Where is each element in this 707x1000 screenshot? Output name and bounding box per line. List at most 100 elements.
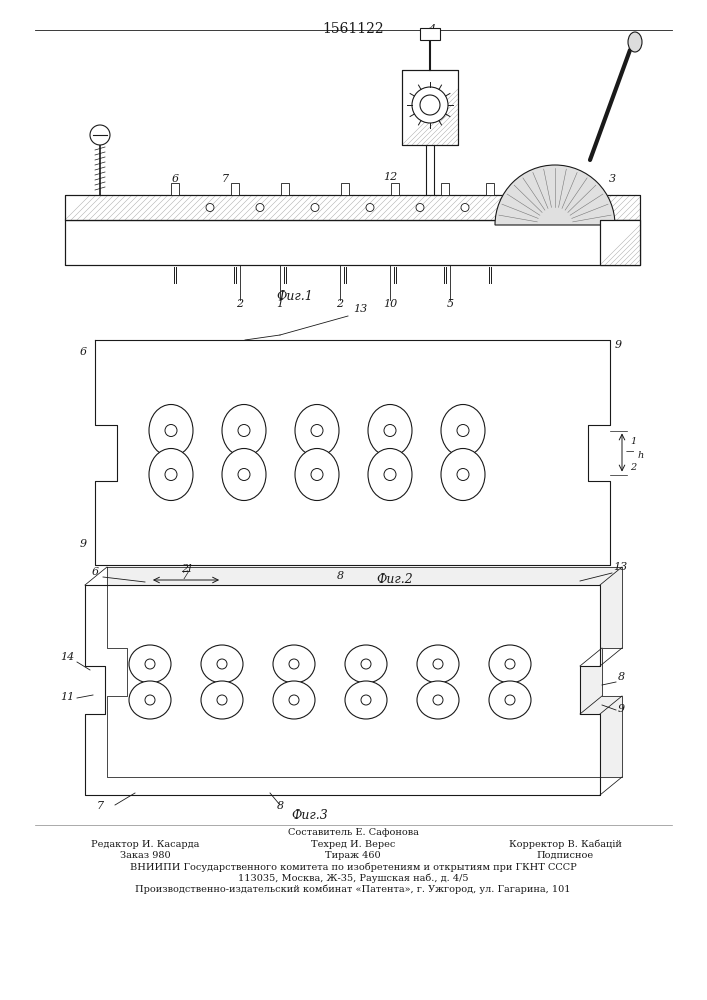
Text: 2: 2 bbox=[236, 299, 244, 309]
Ellipse shape bbox=[273, 645, 315, 683]
Text: 7: 7 bbox=[182, 571, 189, 581]
Text: 13: 13 bbox=[613, 562, 627, 572]
Circle shape bbox=[145, 659, 155, 669]
Ellipse shape bbox=[441, 448, 485, 500]
Text: Фиг.2: Фиг.2 bbox=[377, 573, 414, 586]
Bar bbox=[341, 183, 349, 195]
Text: 6: 6 bbox=[79, 347, 86, 357]
Text: 13: 13 bbox=[353, 304, 367, 314]
Bar bbox=[441, 183, 449, 195]
Circle shape bbox=[206, 204, 214, 212]
Bar bbox=[65, 195, 640, 220]
Ellipse shape bbox=[345, 681, 387, 719]
Ellipse shape bbox=[441, 404, 485, 456]
Text: 3: 3 bbox=[609, 174, 616, 184]
Ellipse shape bbox=[149, 404, 193, 456]
Text: 6: 6 bbox=[91, 567, 98, 577]
Ellipse shape bbox=[628, 32, 642, 52]
Bar bbox=[486, 183, 494, 195]
Text: 8: 8 bbox=[618, 672, 625, 682]
Circle shape bbox=[457, 468, 469, 481]
Circle shape bbox=[420, 95, 440, 115]
Circle shape bbox=[311, 204, 319, 212]
Text: Заказ 980: Заказ 980 bbox=[119, 851, 170, 860]
Text: Корректор В. Кабацій: Корректор В. Кабацій bbox=[508, 840, 621, 849]
Circle shape bbox=[361, 695, 371, 705]
Bar bbox=[65, 220, 640, 265]
Circle shape bbox=[311, 424, 323, 436]
Ellipse shape bbox=[295, 404, 339, 456]
Ellipse shape bbox=[222, 448, 266, 500]
Text: 1: 1 bbox=[276, 299, 284, 309]
Text: h: h bbox=[638, 450, 644, 460]
Text: 4: 4 bbox=[428, 24, 436, 34]
Text: 7: 7 bbox=[96, 801, 103, 811]
Text: 1: 1 bbox=[630, 438, 636, 446]
Text: 113035, Москва, Ж-35, Раушская наб., д. 4/5: 113035, Москва, Ж-35, Раушская наб., д. … bbox=[238, 874, 468, 883]
Text: 8: 8 bbox=[276, 801, 284, 811]
Text: 6: 6 bbox=[171, 174, 179, 184]
Ellipse shape bbox=[368, 448, 412, 500]
Text: Фиг.3: Фиг.3 bbox=[291, 809, 328, 822]
Text: 2: 2 bbox=[337, 299, 344, 309]
Text: Редактор И. Касарда: Редактор И. Касарда bbox=[90, 840, 199, 849]
Circle shape bbox=[311, 468, 323, 481]
Bar bbox=[600, 220, 640, 265]
Text: 12: 12 bbox=[383, 172, 397, 182]
Circle shape bbox=[217, 659, 227, 669]
Polygon shape bbox=[95, 340, 610, 565]
Text: ВНИИПИ Государственного комитета по изобретениям и открытиям при ГКНТ СССР: ВНИИПИ Государственного комитета по изоб… bbox=[129, 862, 576, 872]
Bar bbox=[171, 183, 179, 195]
Circle shape bbox=[165, 424, 177, 436]
Circle shape bbox=[505, 695, 515, 705]
Circle shape bbox=[238, 424, 250, 436]
Text: 9: 9 bbox=[615, 340, 622, 350]
Circle shape bbox=[433, 695, 443, 705]
Circle shape bbox=[384, 424, 396, 436]
Ellipse shape bbox=[368, 404, 412, 456]
Ellipse shape bbox=[273, 681, 315, 719]
Text: 11: 11 bbox=[60, 692, 74, 702]
Text: Производственно-издательский комбинат «Патента», г. Ужгород, ул. Гагарина, 101: Производственно-издательский комбинат «П… bbox=[135, 884, 571, 894]
Bar bbox=[402, 70, 458, 145]
Circle shape bbox=[289, 659, 299, 669]
Circle shape bbox=[165, 468, 177, 481]
Bar bbox=[600, 220, 640, 265]
Ellipse shape bbox=[149, 448, 193, 500]
Ellipse shape bbox=[222, 404, 266, 456]
Bar bbox=[420, 28, 440, 40]
Text: 1561122: 1561122 bbox=[322, 22, 384, 36]
Circle shape bbox=[361, 659, 371, 669]
Ellipse shape bbox=[489, 681, 531, 719]
Circle shape bbox=[366, 204, 374, 212]
Circle shape bbox=[461, 204, 469, 212]
Circle shape bbox=[256, 204, 264, 212]
Circle shape bbox=[412, 87, 448, 123]
Bar bbox=[281, 183, 289, 195]
Ellipse shape bbox=[489, 645, 531, 683]
Text: Тираж 460: Тираж 460 bbox=[325, 851, 381, 860]
Bar bbox=[231, 183, 239, 195]
Text: 7: 7 bbox=[221, 174, 228, 184]
Wedge shape bbox=[495, 165, 615, 225]
Circle shape bbox=[145, 695, 155, 705]
Polygon shape bbox=[85, 585, 600, 795]
Text: 8: 8 bbox=[337, 571, 344, 581]
Polygon shape bbox=[107, 567, 622, 777]
Text: 5: 5 bbox=[446, 299, 454, 309]
Ellipse shape bbox=[129, 645, 171, 683]
Circle shape bbox=[90, 125, 110, 145]
Circle shape bbox=[433, 659, 443, 669]
Ellipse shape bbox=[201, 645, 243, 683]
Text: 9: 9 bbox=[618, 704, 625, 714]
Ellipse shape bbox=[345, 645, 387, 683]
Text: Техред И. Верес: Техред И. Верес bbox=[311, 840, 395, 849]
Circle shape bbox=[416, 204, 424, 212]
Ellipse shape bbox=[201, 681, 243, 719]
Circle shape bbox=[238, 468, 250, 481]
Bar bbox=[65, 220, 640, 265]
Text: 10: 10 bbox=[383, 299, 397, 309]
Bar bbox=[65, 195, 640, 220]
Text: 2: 2 bbox=[630, 464, 636, 473]
Text: —: — bbox=[626, 448, 634, 456]
